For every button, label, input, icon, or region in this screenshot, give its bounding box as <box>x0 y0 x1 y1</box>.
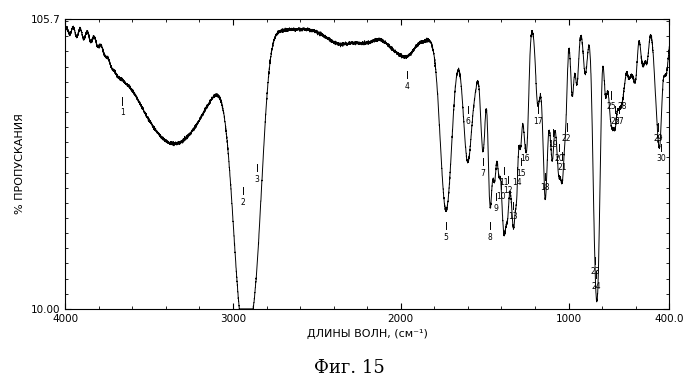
Text: 12: 12 <box>503 186 512 195</box>
Text: 26: 26 <box>610 117 620 126</box>
Text: 29: 29 <box>653 134 663 143</box>
Y-axis label: % ПРОПУСКАНИЯ: % ПРОПУСКАНИЯ <box>15 114 25 215</box>
Text: 27: 27 <box>614 117 624 126</box>
Text: 16: 16 <box>521 154 530 163</box>
Text: 6: 6 <box>466 117 470 126</box>
Text: 1: 1 <box>120 108 124 117</box>
Text: 15: 15 <box>516 169 526 178</box>
Text: 30: 30 <box>656 154 665 163</box>
Text: 10: 10 <box>496 192 505 201</box>
Text: Фиг. 15: Фиг. 15 <box>314 359 385 377</box>
Text: 28: 28 <box>618 102 627 111</box>
Text: 22: 22 <box>562 134 571 143</box>
Text: 14: 14 <box>512 178 521 187</box>
Text: 18: 18 <box>540 183 550 192</box>
X-axis label: ДЛИНЫ ВОЛН, (см⁻¹): ДЛИНЫ ВОЛН, (см⁻¹) <box>307 329 428 339</box>
Text: 23: 23 <box>591 267 600 277</box>
Text: 24: 24 <box>591 282 601 291</box>
Text: 19: 19 <box>548 140 557 149</box>
Text: 4: 4 <box>405 82 410 91</box>
Text: 3: 3 <box>255 174 260 184</box>
Text: 21: 21 <box>557 163 567 172</box>
Text: 5: 5 <box>444 233 449 242</box>
Text: 20: 20 <box>554 154 563 163</box>
Text: 17: 17 <box>533 117 543 126</box>
Text: 7: 7 <box>480 169 485 178</box>
Text: 13: 13 <box>508 212 518 221</box>
Text: 11: 11 <box>499 178 509 187</box>
Text: 2: 2 <box>240 198 245 207</box>
Text: 8: 8 <box>488 233 492 242</box>
Text: 9: 9 <box>493 204 498 213</box>
Text: 25: 25 <box>607 102 617 111</box>
